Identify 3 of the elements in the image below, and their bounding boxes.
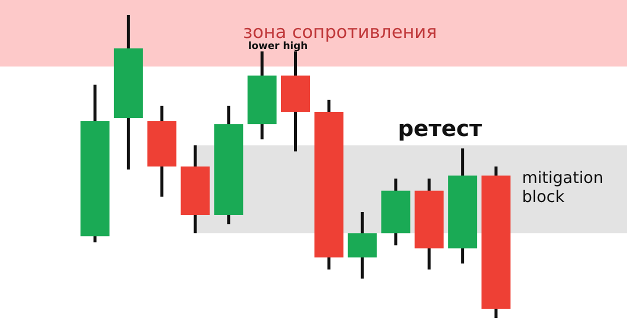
annotation: lower high [248,41,308,52]
band-label: mitigation block [522,168,604,206]
annotation: ретест [398,117,482,142]
